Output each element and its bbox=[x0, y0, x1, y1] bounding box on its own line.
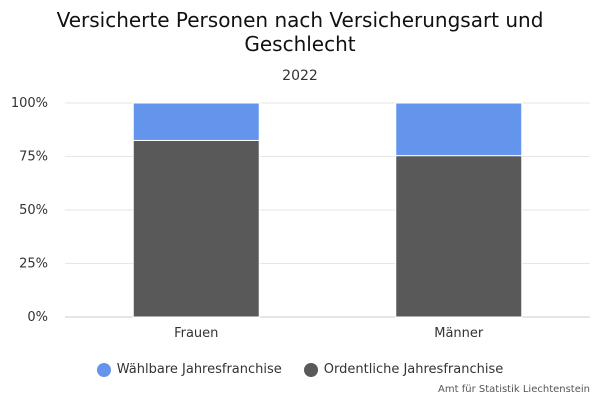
chart-legend: Wählbare Jahresfranchise Ordentliche Jah… bbox=[0, 362, 600, 377]
bar-frauen-series-1 bbox=[132, 139, 260, 318]
legend-item-ordentliche[interactable]: Ordentliche Jahresfranchise bbox=[303, 362, 504, 377]
legend-swatch-waehlbare bbox=[96, 362, 111, 377]
y-tick-label-0: 0% bbox=[27, 310, 48, 325]
legend-label-waehlbare: Wählbare Jahresfranchise bbox=[116, 362, 282, 377]
legend-label-ordentliche: Ordentliche Jahresfranchise bbox=[323, 362, 504, 377]
bar-mnner-series-1 bbox=[395, 155, 523, 318]
legend-item-waehlbare[interactable]: Wählbare Jahresfranchise bbox=[96, 362, 282, 377]
bar-frauen-series-0 bbox=[132, 102, 260, 141]
chart-credits[interactable]: Amt für Statistik Liechtenstein bbox=[438, 384, 590, 395]
chart-subtitle: 2022 bbox=[282, 68, 318, 84]
y-tick-label-3: 75% bbox=[19, 150, 48, 165]
y-tick-label-2: 50% bbox=[19, 203, 48, 218]
bar-mnner-series-0 bbox=[395, 102, 523, 157]
y-tick-label-4: 100% bbox=[11, 96, 48, 111]
legend-swatch-ordentliche bbox=[303, 362, 318, 377]
x-tick-label-1: Männer bbox=[434, 326, 484, 341]
chart-title: Versicherte Personen nach Versicherungsa… bbox=[56, 8, 544, 56]
y-tick-label-1: 25% bbox=[19, 257, 48, 272]
x-tick-label-0: Frauen bbox=[174, 326, 218, 341]
